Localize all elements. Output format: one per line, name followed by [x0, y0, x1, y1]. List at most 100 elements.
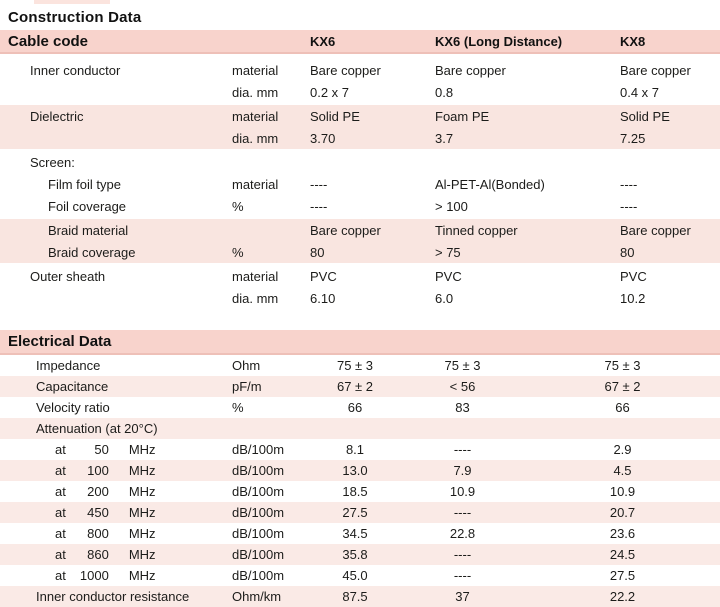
value-kx8: 10.9 [609, 484, 636, 499]
row-unit: dB/100m [232, 463, 285, 478]
value-kx6: Bare copper [310, 222, 381, 238]
table-row: at 1000 MHz dB/100m 45.0 ---- 27.5 [0, 565, 720, 586]
value-kx6-long-distance: Foam PE [435, 108, 490, 124]
construction-table-body: Inner conductor material Bare copper Bare c… [0, 59, 720, 309]
attenuation-at-word: at [55, 484, 66, 499]
table-row: Film foil type material ---- Al-PET-Al(Bond… [0, 173, 720, 195]
value-kx8: 24.5 [609, 547, 636, 562]
attenuation-frequency: 200 [87, 484, 109, 499]
construction-group: Outer sheath material PVC PVC PVC dia. mm 6.10… [0, 265, 720, 309]
attenuation-at-word: at [55, 442, 66, 457]
value-kx6: 0.2 x 7 [310, 84, 350, 100]
value-kx6: 13.0 [342, 463, 368, 478]
table-row: Braid coverage% 80 > 75 80 [0, 241, 720, 263]
value-kx8: 10.2 [620, 290, 646, 306]
row-unit: dia. mm [232, 290, 279, 306]
value-kx6: 67 ± 2 [336, 379, 374, 394]
value-kx8: 67 ± 2 [604, 379, 641, 394]
attenuation-frequency: 860 [87, 547, 109, 562]
value-kx6: 3.70 [310, 130, 336, 146]
row-unit: material [232, 108, 279, 124]
row-label: Braid coverage [48, 244, 136, 260]
value-kx8: 75 ± 3 [604, 358, 641, 373]
row-unit: dB/100m [232, 442, 285, 457]
value-kx6-long-distance: < 56 [449, 379, 476, 394]
value-kx6-long-distance: Tinned copper [435, 222, 518, 238]
row-label: Attenuation (at 20°C) [36, 421, 158, 436]
row-label: Impedance [36, 358, 101, 373]
value-kx8: 7.25 [620, 130, 646, 146]
table-row: dia. mm 3.70 3.7 7.25 [0, 127, 720, 149]
row-label: Inner conductor [30, 62, 121, 78]
row-unit: Ohm/km [232, 589, 282, 604]
value-kx8: 20.7 [609, 505, 636, 520]
value-kx6-long-distance: 6.0 [435, 290, 454, 306]
attenuation-at-word: at [55, 505, 66, 520]
row-unit: dB/100m [232, 547, 285, 562]
row-label: Dielectric [30, 108, 84, 124]
value-kx6-long-distance: 83 [455, 400, 470, 415]
row-unit: dia. mm [232, 84, 279, 100]
table-row: at 100 MHz dB/100m 13.0 7.9 4.5 [0, 460, 720, 481]
value-kx6-long-distance: > 75 [435, 244, 461, 260]
value-kx6-long-distance: Al-PET-Al(Bonded) [435, 176, 545, 192]
value-kx8: Solid PE [620, 108, 670, 124]
value-kx6: 87.5 [342, 589, 368, 604]
value-kx6-long-distance: ---- [453, 442, 472, 457]
row-label: at 50 MHz [0, 442, 225, 457]
attenuation-mhz-unit: MHz [128, 505, 156, 520]
value-kx6: 35.8 [342, 547, 368, 562]
table-row: Foil coverage% ---- > 100 ---- [0, 195, 720, 217]
table-row: Braid material Bare copper Tinned copper Ba… [0, 219, 720, 241]
attenuation-at-word: at [55, 526, 66, 541]
row-unit: material [232, 62, 279, 78]
value-kx6: 45.0 [342, 568, 368, 583]
value-kx6: 27.5 [342, 505, 368, 520]
value-kx8: 22.2 [609, 589, 636, 604]
value-kx6-long-distance: ---- [453, 505, 472, 520]
row-label: at 1000 MHz [0, 568, 225, 583]
value-kx6: 66 [347, 400, 363, 415]
row-unit: material [232, 176, 279, 192]
value-kx8: 4.5 [613, 463, 632, 478]
value-kx6: 8.1 [345, 442, 365, 457]
value-kx6: 6.10 [310, 290, 336, 306]
row-label: Screen: [30, 154, 75, 170]
attenuation-at-word: at [55, 547, 66, 562]
value-kx6-long-distance: > 100 [435, 198, 468, 214]
cable-code-label: Cable code [8, 32, 89, 50]
row-unit: % [232, 198, 244, 214]
value-kx6-long-distance: Bare copper [435, 62, 506, 78]
row-label: at 450 MHz [0, 505, 225, 520]
value-kx6-long-distance: 75 ± 3 [444, 358, 481, 373]
attenuation-mhz-unit: MHz [128, 568, 156, 583]
value-kx6: ---- [310, 176, 328, 192]
value-kx6-long-distance: PVC [435, 268, 462, 284]
attenuation-at-word: at [55, 463, 66, 478]
row-label: Outer sheath [30, 268, 106, 284]
table-row: at 800 MHz dB/100m 34.5 22.8 23.6 [0, 523, 720, 544]
table-row: at 450 MHz dB/100m 27.5 ---- 20.7 [0, 502, 720, 523]
value-kx6: ---- [310, 198, 328, 214]
value-kx8: 2.9 [613, 442, 632, 457]
value-kx6: PVC [310, 268, 337, 284]
construction-group: Dielectric material Solid PE Foam PE Solid P… [0, 105, 720, 149]
value-kx8: 66 [615, 400, 630, 415]
column-header-kx6-long-distance: KX6 (Long Distance) [435, 33, 563, 49]
value-kx8: ---- [620, 198, 638, 214]
row-label: Film foil type [48, 176, 121, 192]
table-row: Capacitance pF/m 67 ± 2 < 56 67 ± 2 [0, 376, 720, 397]
value-kx6-long-distance: ---- [453, 568, 472, 583]
row-label: Capacitance [36, 379, 109, 394]
value-kx6-long-distance: ---- [453, 547, 472, 562]
table-row: Attenuation (at 20°C) [0, 418, 720, 439]
value-kx6: Solid PE [310, 108, 360, 124]
page-top-accent-strip [34, 0, 110, 4]
row-label: Braid material [48, 222, 129, 238]
row-unit: pF/m [232, 379, 262, 394]
value-kx6: Bare copper [310, 62, 381, 78]
row-label: at 860 MHz [0, 547, 225, 562]
row-unit: material [232, 268, 279, 284]
table-row: Velocity ratio% 66 83 66 [0, 397, 720, 418]
value-kx8: 27.5 [609, 568, 636, 583]
